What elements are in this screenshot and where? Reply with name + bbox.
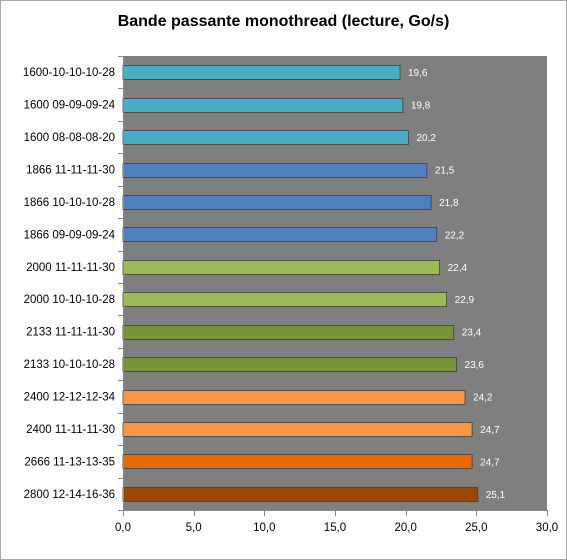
data-label: 23,4 bbox=[462, 328, 482, 339]
category-label: 1866 09-09-09-24 bbox=[24, 229, 116, 241]
bar bbox=[122, 357, 457, 372]
x-tick-label: 25,0 bbox=[465, 522, 487, 534]
data-label: 22,9 bbox=[455, 295, 475, 306]
bar bbox=[122, 260, 440, 275]
category-label: 2133 10-10-10-28 bbox=[24, 359, 115, 371]
bar bbox=[122, 325, 455, 340]
bar bbox=[122, 163, 428, 178]
data-label: 22,2 bbox=[445, 230, 465, 241]
category-label: 1866 11-11-11-30 bbox=[26, 165, 115, 177]
x-tick-label: 5,0 bbox=[186, 522, 202, 534]
bar bbox=[122, 98, 404, 113]
bar bbox=[122, 195, 432, 210]
category-label: 1600-10-10-10-28 bbox=[23, 67, 115, 79]
bar bbox=[122, 454, 473, 469]
bar bbox=[122, 422, 473, 437]
x-tick-label: 30,0 bbox=[536, 522, 558, 534]
bar bbox=[122, 487, 479, 502]
x-tick-label: 0,0 bbox=[115, 522, 131, 534]
category-label: 2133 11-11-11-30 bbox=[26, 327, 115, 339]
bar bbox=[122, 227, 438, 242]
category-label: 1600 08-08-08-20 bbox=[24, 132, 115, 144]
category-label: 2000 10-10-10-28 bbox=[24, 294, 115, 306]
data-label: 25,1 bbox=[486, 490, 506, 501]
x-tick-label: 20,0 bbox=[394, 522, 416, 534]
category-label: 1600 09-09-09-24 bbox=[24, 100, 116, 112]
category-label: 1866 10-10-10-28 bbox=[24, 197, 115, 209]
data-label: 21,5 bbox=[435, 166, 455, 177]
x-tick-label: 15,0 bbox=[324, 522, 346, 534]
data-label: 20,2 bbox=[416, 133, 436, 144]
plot-layer: 1600-10-10-10-28 19,6 1600 09-09-09-24 19,8… bbox=[23, 56, 558, 534]
data-label: 23,6 bbox=[465, 360, 485, 371]
data-label: 19,8 bbox=[411, 101, 431, 112]
data-label: 24,7 bbox=[480, 457, 500, 468]
data-label: 21,8 bbox=[439, 198, 459, 209]
bar bbox=[122, 65, 401, 80]
category-label: 2400 12-12-12-34 bbox=[24, 392, 116, 404]
data-label: 22,4 bbox=[448, 263, 468, 274]
data-label: 24,7 bbox=[480, 425, 500, 436]
category-label: 2666 11-13-13-35 bbox=[24, 456, 115, 468]
data-label: 19,6 bbox=[408, 68, 428, 79]
chart-title: Bande passante monothread (lecture, Go/s… bbox=[117, 13, 450, 30]
bar bbox=[122, 292, 448, 307]
bar bbox=[122, 390, 466, 405]
category-label: 2000 11-11-11-30 bbox=[26, 262, 115, 274]
plot-area bbox=[123, 56, 547, 510]
category-label: 2400 11-11-11-30 bbox=[26, 424, 115, 436]
data-label: 24,2 bbox=[473, 393, 493, 404]
x-tick-label: 10,0 bbox=[253, 522, 275, 534]
category-label: 2800 12-14-16-36 bbox=[24, 489, 115, 501]
bar bbox=[122, 130, 409, 145]
